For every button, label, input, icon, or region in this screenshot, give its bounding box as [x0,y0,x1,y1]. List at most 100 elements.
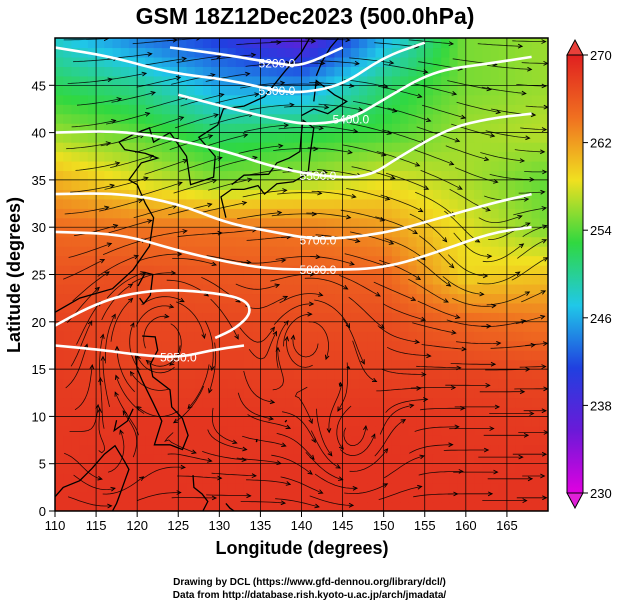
temperature-cell [457,340,467,351]
streamline-arrowhead [97,475,103,481]
temperature-cell [252,444,262,455]
temperature-cell [71,142,81,153]
temperature-cell [112,198,122,209]
temperature-cell [391,265,401,276]
streamline [172,258,217,266]
temperature-cell [317,94,327,105]
temperature-cell [359,227,368,238]
temperature-cell [506,142,516,153]
streamline [171,497,217,499]
temperature-cell [96,321,105,332]
temperature-cell [96,331,105,342]
streamline [410,387,456,389]
temperature-cell [202,283,212,295]
temperature-cell [309,321,319,332]
streamline [488,222,530,241]
temperature-cell [334,406,344,417]
streamline-arrowhead [343,285,349,290]
temperature-cell [153,473,163,484]
temperature-cell [268,302,278,313]
temperature-cell [55,388,64,399]
temperature-cell [457,265,467,276]
temperature-cell [350,189,360,200]
streamline-arrowhead [355,238,361,243]
temperature-cell [465,501,475,511]
temperature-cell [219,283,229,295]
temperature-cell [285,104,294,115]
streamline [344,483,388,494]
temperature-cell [432,236,442,247]
temperature-cell [260,236,270,247]
temperature-cell [145,473,155,484]
temperature-cell [326,151,335,162]
temperature-cell [359,38,368,49]
temperature-cell [367,274,377,285]
temperature-cell [128,378,138,389]
temperature-cell [506,265,516,276]
temperature-cell [219,406,229,417]
temperature-cell [202,416,212,427]
temperature-cell [120,425,130,436]
temperature-cell [350,246,360,257]
temperature-cell [506,482,516,493]
temperature-cell [350,85,360,96]
temperature-cell [350,160,360,172]
temperature-cell [96,265,105,276]
temperature-cell [359,369,368,380]
temperature-cell [79,501,89,511]
streamline [135,138,179,153]
temperature-cell [367,170,377,181]
temperature-cell [71,236,81,247]
temperature-cell [342,416,352,427]
temperature-cell [424,104,434,115]
temperature-cell [539,369,548,380]
temperature-cell [120,397,130,408]
temperature-cell [523,482,533,493]
streamline-arrowhead [274,283,281,289]
temperature-cell [87,321,97,332]
temperature-cell [194,435,204,446]
temperature-cell [408,132,418,143]
temperature-cell [268,217,278,228]
temperature-cell [465,378,475,389]
temperature-cell [457,189,467,200]
temperature-cell [260,425,270,436]
temperature-cell [326,123,335,134]
temperature-cell [243,463,253,474]
temperature-cell [285,369,294,380]
temperature-cell [490,283,500,295]
temperature-cell [539,397,548,408]
temperature-cell [260,265,270,276]
temperature-cell [87,179,97,190]
temperature-cell [367,463,377,474]
temperature-cell [96,208,105,219]
temperature-cell [63,397,73,408]
temperature-cell [128,369,138,380]
streamline [271,454,313,475]
temperature-cell [342,350,352,361]
temperature-cell [276,454,286,465]
temperature-cell [63,85,73,96]
temperature-cell [359,340,368,351]
streamline [525,342,548,346]
temperature-cell [211,227,220,238]
temperature-cell [465,217,475,228]
streamline [249,104,294,111]
temperature-cell [531,265,541,276]
temperature-cell [268,340,278,351]
temperature-cell [128,66,138,77]
temperature-cell [87,113,97,124]
temperature-cell [498,312,508,323]
temperature-cell [178,227,188,238]
temperature-cell [408,94,418,105]
temperature-cell [268,189,278,200]
temperature-cell [194,406,204,417]
temperature-cell [71,123,81,134]
streamline [317,169,362,177]
temperature-cell [400,340,409,351]
y-tick-label: 25 [32,268,46,283]
temperature-cell [301,198,311,209]
temperature-cell [383,406,393,417]
temperature-cell [326,388,335,399]
temperature-cell [400,104,409,115]
